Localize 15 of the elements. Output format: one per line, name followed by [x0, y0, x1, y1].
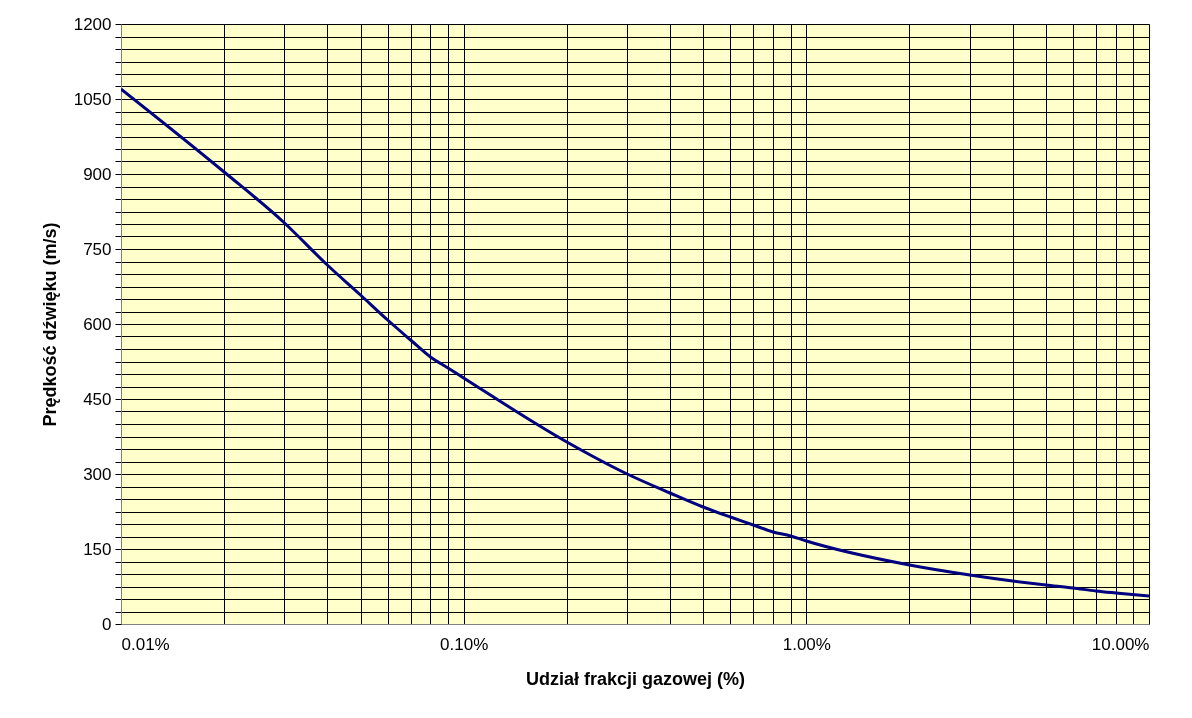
y-tick-label: 600	[83, 314, 112, 334]
y-tick-label: 1200	[73, 14, 112, 34]
x-tick-label: 10.00%	[1091, 634, 1150, 654]
x-tick-label: 0.10%	[440, 634, 489, 654]
y-tick-label: 300	[83, 464, 112, 484]
x-axis-title: Udział frakcji gazowej (%)	[525, 668, 746, 689]
y-tick-label: 450	[83, 389, 112, 409]
y-tick-label: 750	[83, 239, 112, 259]
y-tick-label: 150	[83, 539, 112, 559]
y-tick-label: 0	[102, 614, 112, 634]
y-tick-label: 1050	[73, 89, 112, 109]
x-tick-label: 1.00%	[782, 634, 831, 654]
y-axis-title: Prędkość dźwięku (m/s)	[39, 222, 60, 427]
x-tick-label: 0.01%	[121, 634, 170, 654]
y-tick-label: 900	[83, 164, 112, 184]
